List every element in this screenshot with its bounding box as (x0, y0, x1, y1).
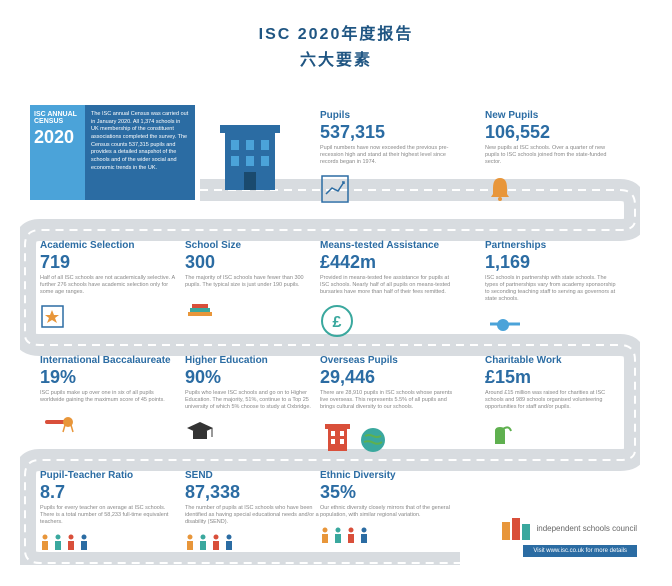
stat-desc: Around £15 million was raised for charit… (485, 390, 620, 411)
census-desc: The ISC annual Census was carried out in… (85, 105, 195, 200)
stat-value: 106,552 (485, 122, 620, 143)
stat-value: £15m (485, 367, 620, 388)
stat-title: Partnerships (485, 240, 620, 251)
stat-icon (320, 419, 455, 459)
census-left: ISC ANNUAL CENSUS 2020 (30, 105, 85, 200)
stat-desc: Half of all ISC schools are not academic… (40, 275, 175, 296)
stat-icon (40, 534, 175, 550)
stat-value: 8.7 (40, 482, 175, 503)
stat-title: Means-tested Assistance (320, 240, 455, 251)
isc-link[interactable]: Visit www.isc.co.uk for more details (523, 545, 637, 557)
stat-icon (185, 297, 320, 327)
header: ISC 2020年度报告 六大要素 (20, 20, 652, 70)
stat-pupils: Pupils 537,315 Pupil numbers have now ex… (320, 110, 455, 209)
stat-desc: ISC pupils make up over one in six of al… (40, 390, 175, 404)
header-subtitle: 六大要素 (20, 46, 652, 70)
logo-bar (522, 524, 530, 540)
stat-title: Pupils (320, 110, 455, 121)
stat-icon (320, 527, 455, 543)
stat-academic: Academic Selection 719 Half of all ISC s… (40, 240, 175, 334)
stat-value: 1,169 (485, 252, 620, 273)
stat-icon (185, 534, 320, 550)
stat-ib: International Baccalaureate 19% ISC pupi… (40, 355, 175, 442)
stat-value: 19% (40, 367, 175, 388)
stat-title: Pupil-Teacher Ratio (40, 470, 175, 481)
isc-logo-text: independent schools council (536, 524, 637, 534)
stat-icon (485, 419, 620, 454)
census-year: 2020 (34, 127, 81, 148)
stat-desc: New pupils at ISC schools. Over a quarte… (485, 145, 620, 166)
stat-value: 90% (185, 367, 320, 388)
stat-desc: There are 28,910 pupils in ISC schools w… (320, 390, 455, 411)
census-box: ISC ANNUAL CENSUS 2020 The ISC annual Ce… (30, 105, 195, 200)
stat-means: Means-tested Assistance £442m Provided i… (320, 240, 455, 344)
stat-charitable: Charitable Work £15m Around £15 million … (485, 355, 620, 454)
stat-title: SEND (185, 470, 320, 481)
stat-icon (485, 312, 620, 342)
stat-send: SEND 87,338 The number of pupils at ISC … (185, 470, 320, 550)
stat-higher_ed: Higher Education 90% Pupils who leave IS… (185, 355, 320, 449)
stat-value: 35% (320, 482, 455, 503)
census-line2: CENSUS (34, 118, 81, 125)
stat-icon (485, 174, 620, 209)
stat-icon (40, 304, 175, 334)
stat-icon: £ (320, 304, 455, 344)
stat-title: School Size (185, 240, 320, 251)
stat-icon (320, 174, 455, 209)
stat-desc: Pupil numbers have now exceeded the prev… (320, 145, 455, 166)
isc-logo: independent schools council (502, 518, 637, 540)
stat-title: New Pupils (485, 110, 620, 121)
stat-title: Charitable Work (485, 355, 620, 366)
logo-bar (512, 518, 520, 540)
stat-new_pupils: New Pupils 106,552 New pupils at ISC sch… (485, 110, 620, 209)
stat-value: 537,315 (320, 122, 455, 143)
logo-bar (502, 522, 510, 540)
stat-value: 300 (185, 252, 320, 273)
stat-icon (185, 419, 320, 449)
stat-value: 719 (40, 252, 175, 273)
svg-text:£: £ (333, 314, 342, 331)
stat-desc: Provided in means-tested fee assistance … (320, 275, 455, 296)
header-title: ISC 2020年度报告 (20, 20, 652, 44)
stat-ethnic: Ethnic Diversity 35% Our ethnic diversit… (320, 470, 455, 543)
stat-overseas: Overseas Pupils 29,446 There are 28,910 … (320, 355, 455, 459)
stat-title: Ethnic Diversity (320, 470, 455, 481)
stat-desc: Pupils for every teacher on average at I… (40, 505, 175, 526)
stat-title: Overseas Pupils (320, 355, 455, 366)
stat-icon (40, 412, 175, 442)
building-icon (215, 120, 285, 195)
stat-desc: The number of pupils at ISC schools who … (185, 505, 320, 526)
stat-desc: ISC schools in partnership with state sc… (485, 275, 620, 304)
stat-value: 29,446 (320, 367, 455, 388)
stat-school_size: School Size 300 The majority of ISC scho… (185, 240, 320, 327)
stat-value: 87,338 (185, 482, 320, 503)
stat-partnerships: Partnerships 1,169 ISC schools in partne… (485, 240, 620, 342)
infographic-container: ISC ANNUAL CENSUS 2020 The ISC annual Ce… (20, 95, 652, 565)
stat-desc: The majority of ISC schools have fewer t… (185, 275, 320, 289)
stat-title: International Baccalaureate (40, 355, 175, 366)
stat-title: Academic Selection (40, 240, 175, 251)
isc-logo-bars (502, 518, 530, 540)
stat-ratio: Pupil-Teacher Ratio 8.7 Pupils for every… (40, 470, 175, 550)
stat-desc: Pupils who leave ISC schools and go on t… (185, 390, 320, 411)
stat-desc: Our ethnic diversity closely mirrors tha… (320, 505, 455, 519)
census-line1: ISC ANNUAL (34, 111, 81, 118)
stat-value: £442m (320, 252, 455, 273)
stat-title: Higher Education (185, 355, 320, 366)
